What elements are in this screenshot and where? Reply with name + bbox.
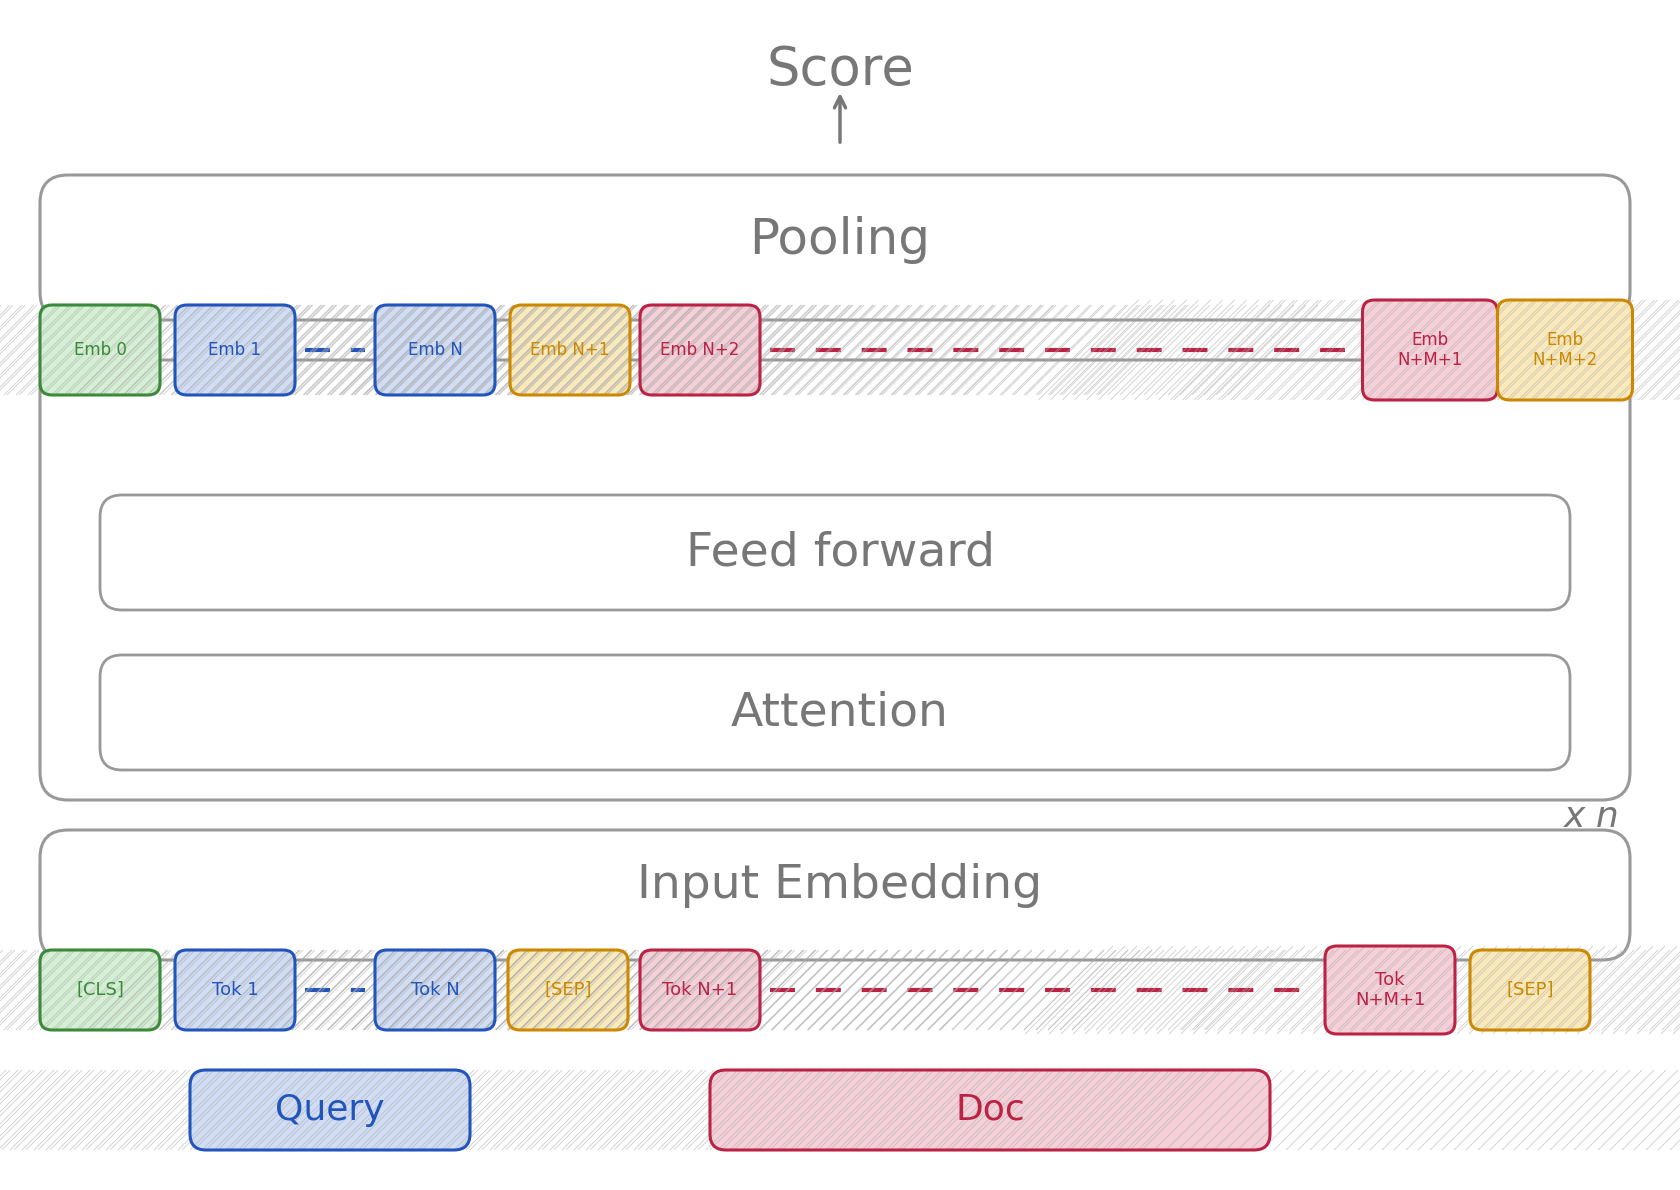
- FancyBboxPatch shape: [190, 1070, 470, 1150]
- FancyBboxPatch shape: [1362, 300, 1497, 400]
- FancyBboxPatch shape: [375, 305, 496, 395]
- Text: Emb
N+M+1: Emb N+M+1: [1398, 331, 1463, 369]
- Text: Tok N: Tok N: [410, 981, 459, 998]
- Text: Score: Score: [766, 44, 914, 96]
- FancyBboxPatch shape: [640, 305, 759, 395]
- Text: Pooling: Pooling: [749, 217, 931, 264]
- Text: Emb N+1: Emb N+1: [531, 342, 610, 359]
- FancyBboxPatch shape: [101, 654, 1571, 770]
- FancyBboxPatch shape: [40, 950, 160, 1031]
- Text: [SEP]: [SEP]: [1507, 981, 1554, 998]
- FancyBboxPatch shape: [175, 305, 296, 395]
- Text: Emb N+2: Emb N+2: [660, 342, 739, 359]
- Text: Tok N+1: Tok N+1: [662, 981, 738, 998]
- Text: Doc: Doc: [956, 1092, 1025, 1127]
- Text: Input Embedding: Input Embedding: [637, 863, 1043, 908]
- FancyBboxPatch shape: [1326, 946, 1455, 1034]
- FancyBboxPatch shape: [40, 175, 1630, 320]
- FancyBboxPatch shape: [40, 829, 1630, 960]
- FancyBboxPatch shape: [507, 950, 628, 1031]
- Text: Tok
N+M+1: Tok N+M+1: [1354, 971, 1425, 1009]
- Text: Tok 1: Tok 1: [212, 981, 259, 998]
- Text: Query: Query: [276, 1092, 385, 1127]
- FancyBboxPatch shape: [511, 305, 630, 395]
- FancyBboxPatch shape: [1497, 300, 1633, 400]
- FancyBboxPatch shape: [101, 495, 1571, 610]
- Text: Emb 0: Emb 0: [74, 342, 126, 359]
- FancyBboxPatch shape: [40, 361, 1630, 800]
- FancyBboxPatch shape: [640, 950, 759, 1031]
- FancyBboxPatch shape: [40, 305, 160, 395]
- Text: Emb N: Emb N: [408, 342, 462, 359]
- FancyBboxPatch shape: [375, 950, 496, 1031]
- Text: Feed forward: Feed forward: [685, 530, 995, 575]
- Text: Emb
N+M+2: Emb N+M+2: [1532, 331, 1598, 369]
- Text: Emb 1: Emb 1: [208, 342, 262, 359]
- FancyBboxPatch shape: [711, 1070, 1270, 1150]
- FancyBboxPatch shape: [175, 950, 296, 1031]
- FancyBboxPatch shape: [1470, 950, 1589, 1031]
- Text: x n: x n: [1564, 800, 1620, 834]
- Text: [SEP]: [SEP]: [544, 981, 591, 998]
- Text: Attention: Attention: [731, 690, 949, 735]
- Text: [CLS]: [CLS]: [76, 981, 124, 998]
